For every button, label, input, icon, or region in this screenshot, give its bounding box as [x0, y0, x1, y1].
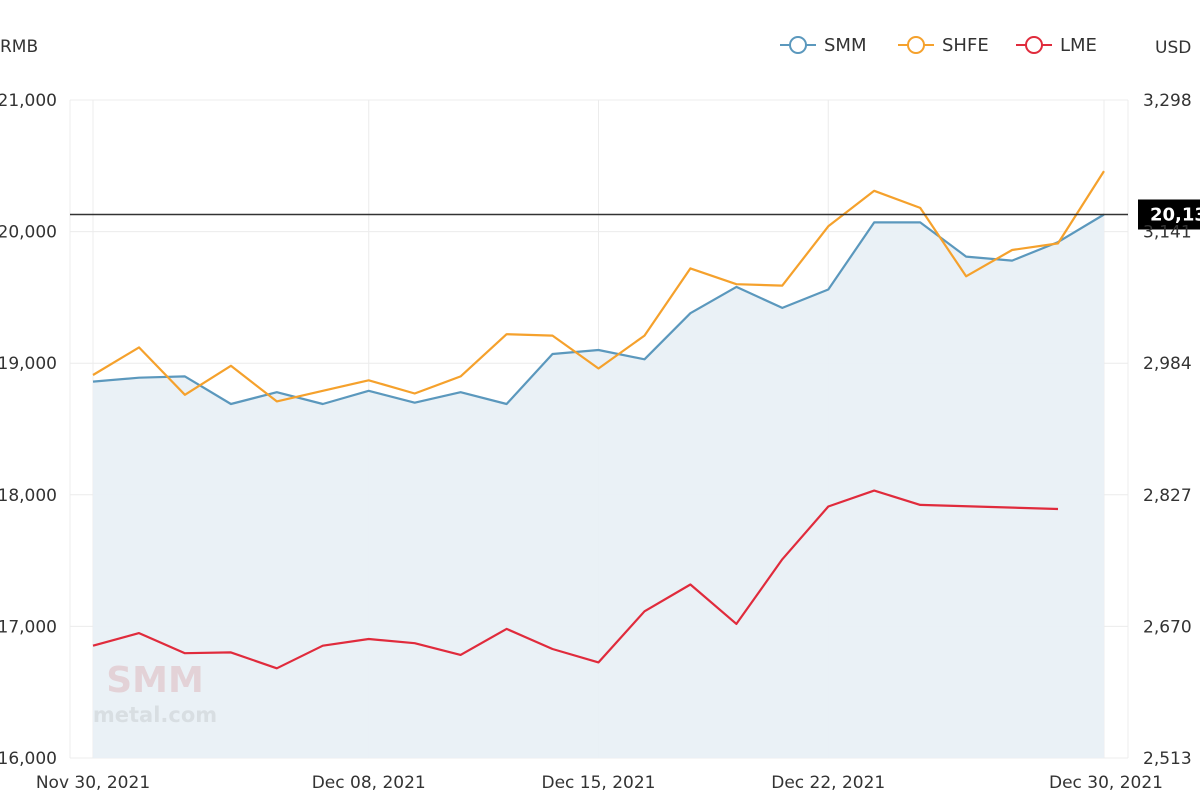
watermark: SMM metal.com: [93, 660, 217, 727]
x-tick-label: Nov 30, 2021: [36, 773, 150, 793]
legend-marker-icon: [789, 36, 807, 54]
legend[interactable]: SMM SHFE LME: [780, 35, 1097, 56]
current-value-label: 20,13: [1150, 204, 1200, 225]
current-value-badge: [1138, 199, 1200, 230]
left-axis-unit: RMB: [0, 37, 38, 57]
right-tick-label: 2,670: [1143, 617, 1192, 637]
right-tick-label: 2,513: [1143, 749, 1192, 769]
smm-series-line: [92, 213, 1105, 406]
right-tick-label: 3,141: [1143, 223, 1192, 243]
left-tick-label: 20,000: [0, 223, 57, 243]
left-tick-label: 16,000: [0, 749, 57, 769]
lme-series-line: [92, 489, 1059, 670]
smm-area: [93, 214, 1104, 758]
left-tick-label: 19,000: [0, 354, 57, 374]
right-tick-label: 2,827: [1143, 486, 1192, 506]
watermark-text: metal.com: [93, 703, 217, 727]
watermark-logo: SMM: [106, 660, 204, 701]
legend-label: SMM: [824, 35, 867, 56]
legend-marker-icon: [907, 36, 925, 54]
legend-item-smm[interactable]: SMM: [780, 35, 867, 56]
x-tick-label: Dec 15, 2021: [541, 773, 655, 793]
right-axis-unit: USD: [1155, 38, 1191, 58]
legend-item-shfe[interactable]: SHFE: [898, 35, 989, 56]
series-lines: [92, 170, 1105, 670]
left-tick-label: 18,000: [0, 486, 57, 506]
axes: RMB USD 16,000 17,000 18,000 19,000 20,000 21…: [0, 37, 1192, 793]
legend-marker-icon: [1025, 36, 1043, 54]
legend-label: LME: [1060, 35, 1097, 56]
x-tick-label: Dec 30, 2021: [1049, 773, 1163, 793]
legend-item-lme[interactable]: LME: [1016, 35, 1097, 56]
right-tick-label: 2,984: [1143, 354, 1192, 374]
x-tick-label: Dec 22, 2021: [771, 773, 885, 793]
current-value-marker: 20,13: [70, 199, 1200, 230]
left-tick-label: 21,000: [0, 91, 57, 111]
x-tick-label: Dec 08, 2021: [312, 773, 426, 793]
right-tick-label: 3,298: [1143, 91, 1192, 111]
shfe-series-line: [92, 170, 1105, 403]
smm-area-fill: [93, 214, 1104, 758]
legend-label: SHFE: [942, 35, 989, 56]
left-tick-label: 17,000: [0, 617, 57, 637]
